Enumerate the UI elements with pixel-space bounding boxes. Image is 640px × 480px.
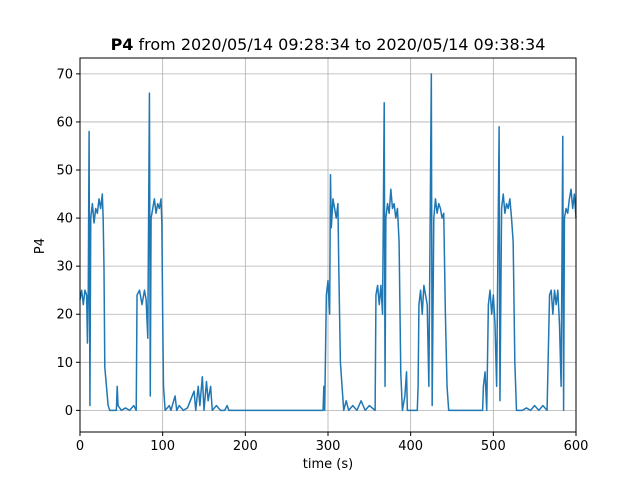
y-tick-label: 60	[56, 115, 73, 130]
x-tick-label: 400	[398, 439, 423, 454]
y-tick-label: 30	[56, 260, 73, 275]
data-line	[79, 73, 577, 412]
x-tick-label: 0	[76, 439, 84, 454]
title-range: from 2020/05/14 09:28:34 to 2020/05/14 0…	[139, 35, 546, 54]
y-tick-label: 50	[56, 164, 73, 179]
x-axis-label: time (s)	[303, 457, 353, 472]
y-tick-label: 40	[56, 212, 73, 227]
y-tick-label: 70	[56, 67, 73, 82]
x-tick-label: 200	[233, 439, 258, 454]
y-tick-label: 20	[56, 308, 73, 323]
plot-frame	[79, 57, 577, 433]
y-tick-label: 0	[65, 404, 73, 419]
y-tick-label: 10	[56, 356, 73, 371]
x-tick-label: 600	[564, 439, 589, 454]
x-tick-label: 500	[481, 439, 506, 454]
x-tick-label: 100	[150, 439, 175, 454]
y-axis-label: P4	[33, 238, 48, 254]
x-tick-label: 300	[316, 439, 341, 454]
chart-title: P4 from 2020/05/14 09:28:34 to 2020/05/1…	[111, 35, 546, 54]
title-name: P4	[111, 35, 134, 54]
